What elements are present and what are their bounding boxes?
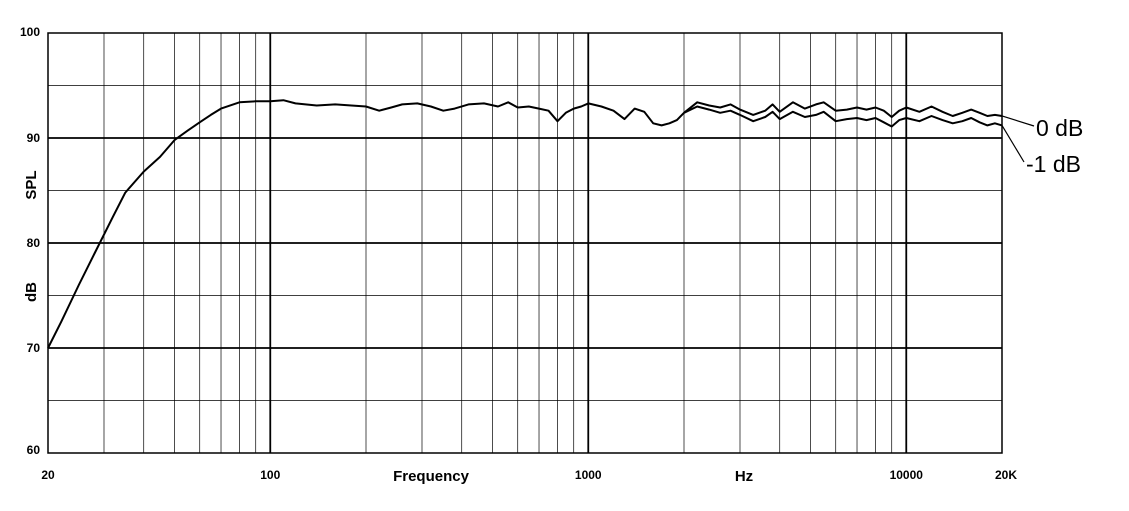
x-axis-unit: Hz [735,468,753,485]
x-axis-label: Frequency [393,468,470,485]
y-tick-label: 70 [27,341,41,355]
y-axis-unit: dB [23,282,40,302]
grid [48,33,1002,453]
y-tick-label: 60 [27,443,41,457]
series-label: -1 dB [1026,151,1081,177]
series-label-leader [1001,115,1035,127]
x-tick-label: 20 [41,468,55,482]
x-tick-label: 10000 [890,468,924,482]
x-tick-label: 100 [260,468,280,482]
y-tick-label: 80 [27,236,41,250]
plot-frame [47,32,1003,454]
series-lines [47,99,1003,349]
y-axis-label: SPL [23,170,40,199]
series-label: 0 dB [1036,115,1083,141]
y-tick-label: 100 [20,25,40,39]
x-tick-label: 20K [995,468,1017,482]
series-label-leader [1001,125,1025,163]
x-tick-label: 1000 [575,468,602,482]
tick-labels: 20 100 1000 10000 20K 60 70 80 90 100 [20,25,1017,482]
series-labels: 0 dB -1 dB [1001,115,1083,177]
series-line [683,105,1003,128]
series-line [47,99,1003,349]
y-tick-label: 90 [27,131,41,145]
